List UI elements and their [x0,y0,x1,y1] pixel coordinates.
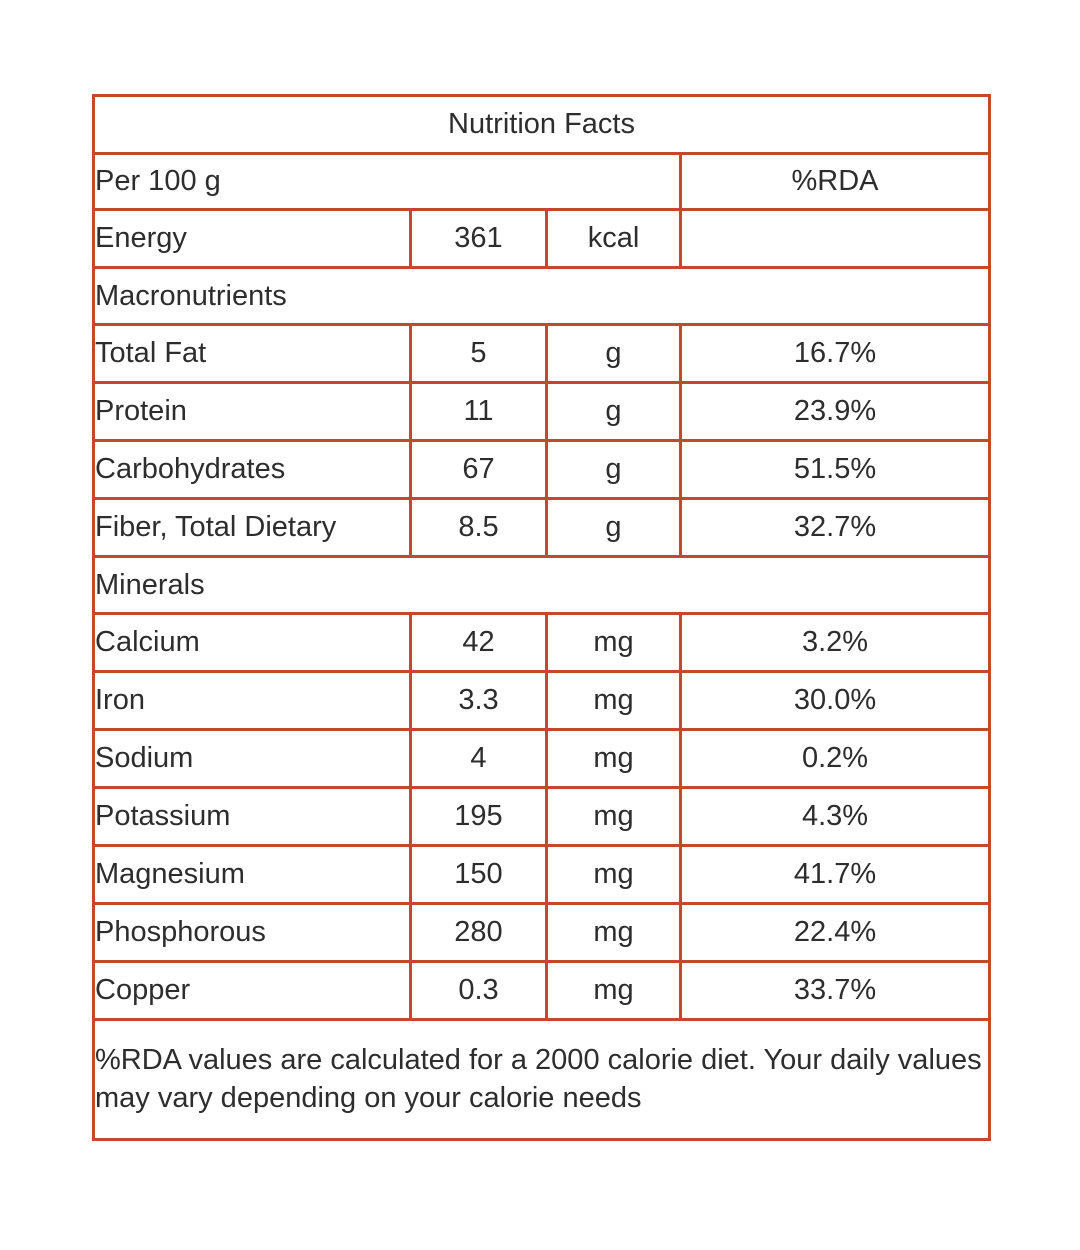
nutrient-label: Carbohydrates [92,439,412,500]
serving-size-header: Per 100 g [92,152,682,211]
nutrient-value: 42 [409,612,548,673]
nutrient-rda: 0.2% [678,728,992,789]
nutrient-rda: 4.3% [678,786,992,847]
nutrient-label: Potassium [92,786,412,847]
nutrient-unit: g [545,381,682,442]
nutrient-rda: 23.9% [678,381,992,442]
nutrient-unit: g [545,439,682,500]
nutrient-rda [678,208,992,269]
nutrient-unit: mg [545,902,682,963]
nutrient-rda: 3.2% [678,612,992,673]
nutrient-row: Phosphorous 280 mg 22.4% [92,902,992,963]
nutrient-value: 361 [409,208,548,269]
nutrient-row: Total Fat 5 g 16.7% [92,323,992,384]
nutrient-label: Fiber, Total Dietary [92,497,412,558]
nutrient-rda: 22.4% [678,902,992,963]
nutrient-value: 0.3 [409,960,548,1021]
nutrient-value: 3.3 [409,670,548,731]
nutrient-value: 67 [409,439,548,500]
nutrient-label: Energy [92,208,412,269]
nutrient-row: Copper 0.3 mg 33.7% [92,960,992,1021]
nutrient-row: Magnesium 150 mg 41.7% [92,844,992,905]
nutrient-row: Calcium 42 mg 3.2% [92,612,992,673]
nutrient-label: Sodium [92,728,412,789]
nutrient-unit: mg [545,786,682,847]
nutrient-unit: mg [545,670,682,731]
nutrient-value: 4 [409,728,548,789]
nutrient-label: Total Fat [92,323,412,384]
nutrient-unit: g [545,323,682,384]
table-title: Nutrition Facts [91,94,992,155]
nutrient-row: Protein 11 g 23.9% [92,381,992,442]
nutrient-row: Fiber, Total Dietary 8.5 g 32.7% [92,497,992,558]
nutrient-rda: 41.7% [678,844,992,905]
nutrition-facts-table: Nutrition Facts Per 100 g %RDA Energy 36… [91,94,992,1141]
nutrient-row: Sodium 4 mg 0.2% [92,728,992,789]
nutrient-value: 8.5 [409,497,548,558]
footnote-row: %RDA values are calculated for a 2000 ca… [91,1018,992,1141]
nutrient-label: Phosphorous [92,902,412,963]
nutrient-label: Iron [92,670,412,731]
nutrient-value: 150 [409,844,548,905]
footnote-text: %RDA values are calculated for a 2000 ca… [91,1018,992,1141]
rda-column-header: %RDA [678,152,992,211]
nutrition-facts-page: Nutrition Facts Per 100 g %RDA Energy 36… [91,94,992,1141]
nutrient-rda: 32.7% [678,497,992,558]
column-header-row: Per 100 g %RDA [92,152,992,211]
nutrient-unit: g [545,497,682,558]
title-row: Nutrition Facts [91,94,992,155]
nutrient-unit: mg [545,612,682,673]
nutrient-value: 11 [409,381,548,442]
nutrient-label: Magnesium [92,844,412,905]
nutrient-unit: mg [545,728,682,789]
nutrient-row: Iron 3.3 mg 30.0% [92,670,992,731]
nutrient-row: Potassium 195 mg 4.3% [92,786,992,847]
nutrient-rda: 51.5% [678,439,992,500]
nutrient-rda: 16.7% [678,323,992,384]
section-header-row: Minerals [91,555,992,615]
nutrient-unit: mg [545,960,682,1021]
nutrient-row: Carbohydrates 67 g 51.5% [92,439,992,500]
nutrient-rda: 33.7% [678,960,992,1021]
section-header: Minerals [91,555,992,615]
nutrient-label: Calcium [92,612,412,673]
nutrient-rda: 30.0% [678,670,992,731]
nutrient-unit: mg [545,844,682,905]
nutrient-value: 280 [409,902,548,963]
section-header: Macronutrients [91,266,992,326]
nutrient-value: 5 [409,323,548,384]
energy-row: Energy 361 kcal [92,208,992,269]
nutrient-value: 195 [409,786,548,847]
nutrient-unit: kcal [545,208,682,269]
nutrient-label: Copper [92,960,412,1021]
nutrient-label: Protein [92,381,412,442]
nutrition-table-body: Nutrition Facts Per 100 g %RDA Energy 36… [91,94,992,1141]
section-header-row: Macronutrients [91,266,992,326]
